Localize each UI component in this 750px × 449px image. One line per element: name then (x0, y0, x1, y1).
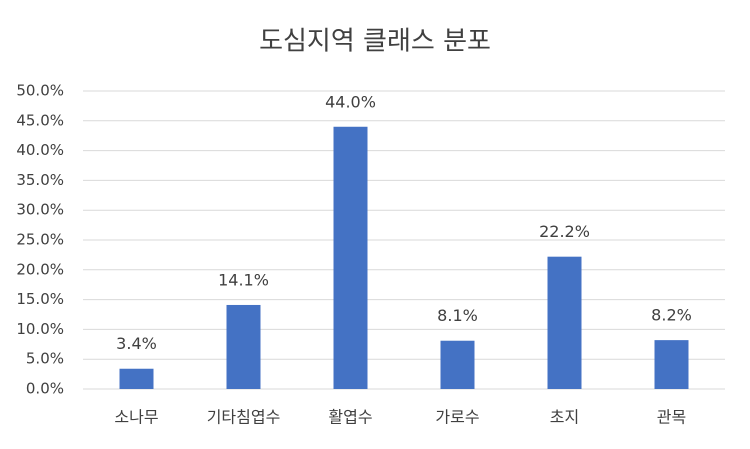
bar (440, 340, 475, 389)
x-tick-label: 가로수 (435, 408, 479, 427)
y-tick-label: 0.0% (26, 380, 64, 398)
data-label: 22.2% (539, 222, 590, 241)
bar (654, 340, 689, 389)
x-tick-label: 초지 (550, 408, 579, 427)
bar (119, 368, 154, 389)
data-label: 44.0% (325, 92, 376, 111)
data-label: 14.1% (218, 270, 269, 289)
y-tick-label: 40.0% (16, 141, 64, 159)
bar (226, 304, 261, 389)
x-tick-label: 기타침엽수 (207, 408, 281, 427)
y-tick-label: 25.0% (16, 231, 64, 249)
y-tick-label: 15.0% (16, 290, 64, 308)
x-tick-label: 활엽수 (328, 408, 372, 427)
x-tick-label: 관목 (657, 408, 686, 427)
y-tick-label: 35.0% (16, 171, 64, 189)
y-tick-label: 50.0% (16, 82, 64, 100)
y-tick-label: 5.0% (26, 350, 64, 368)
bar (333, 126, 368, 389)
y-tick-label: 30.0% (16, 201, 64, 219)
data-label: 8.2% (651, 306, 692, 325)
data-label: 8.1% (437, 306, 478, 325)
x-tick-label: 소나무 (114, 408, 158, 427)
y-tick-label: 20.0% (16, 260, 64, 278)
y-tick-label: 10.0% (16, 320, 64, 338)
chart-title: 도심지역 클래스 분포 (259, 27, 491, 57)
y-tick-label: 45.0% (16, 111, 64, 129)
bar (547, 256, 582, 389)
data-label: 3.4% (116, 334, 157, 353)
